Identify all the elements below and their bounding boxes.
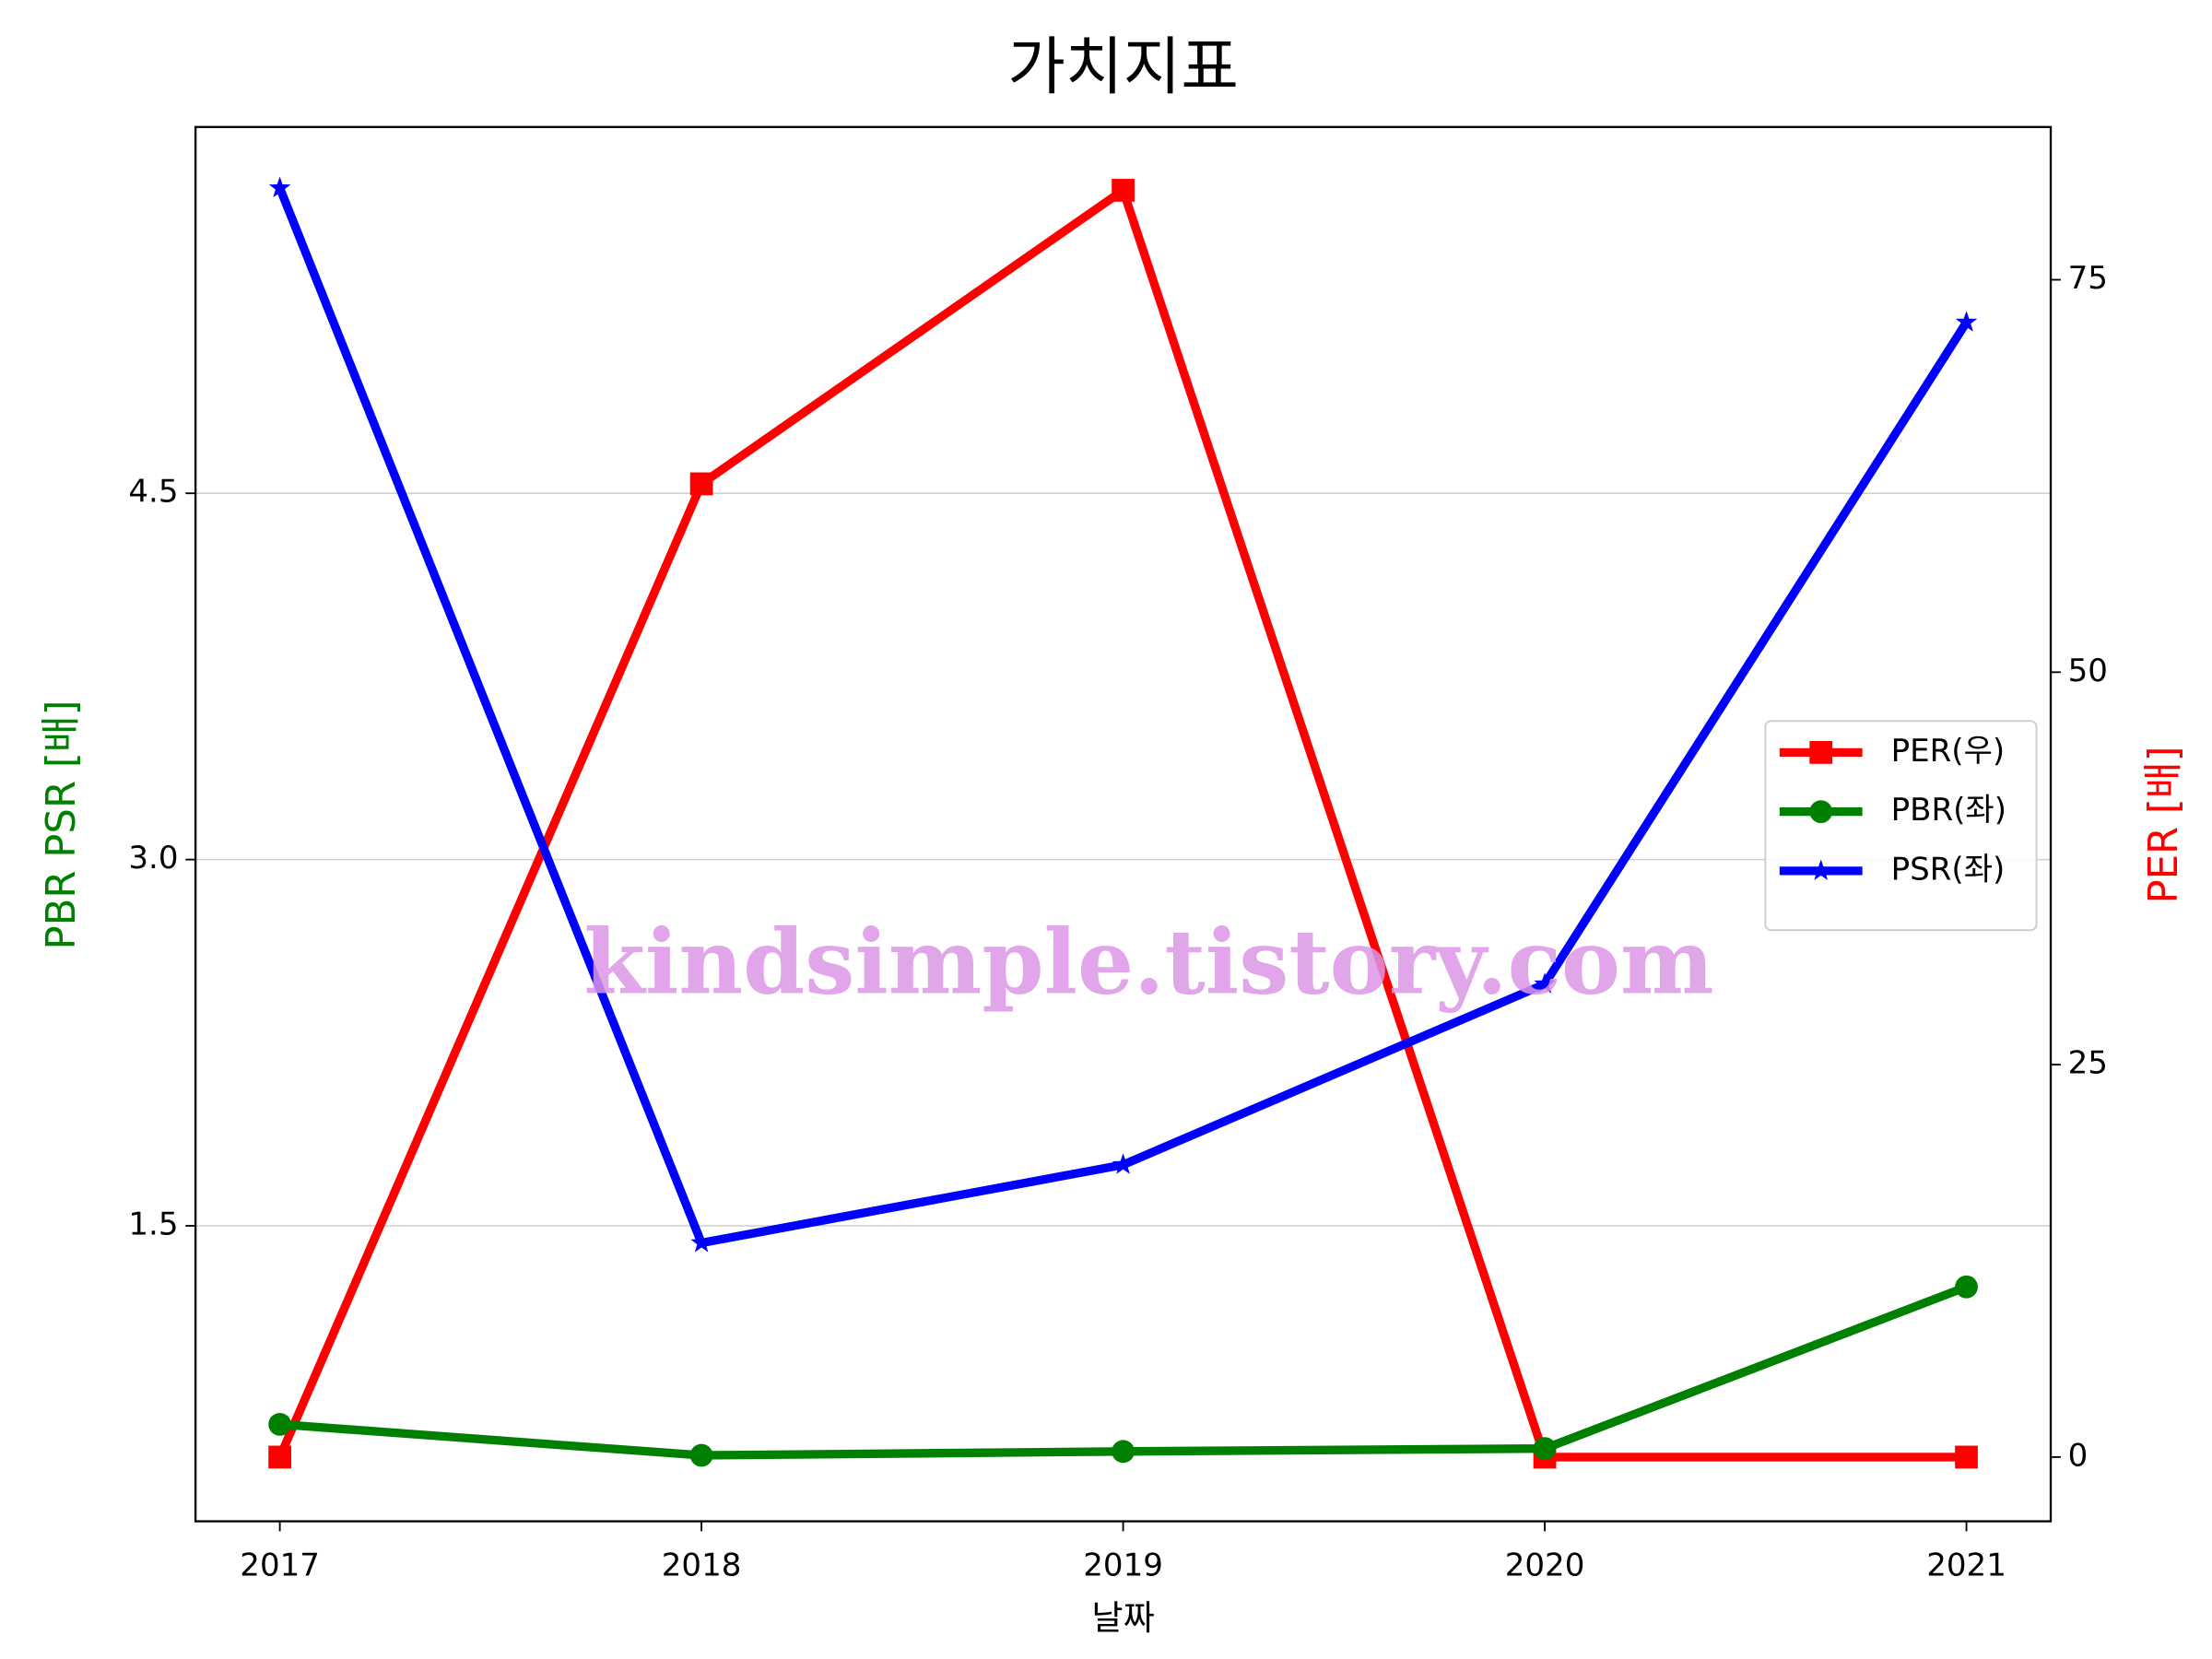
marker xyxy=(1809,859,1832,880)
marker xyxy=(1112,1440,1135,1464)
y-tick-label: 1.5 xyxy=(128,1206,178,1243)
chart-title: 가치지표 xyxy=(1007,31,1239,104)
marker xyxy=(689,1443,713,1467)
marker xyxy=(268,1413,292,1436)
legend: PER(우) PBR(좌) PSR(좌) xyxy=(1764,720,2038,932)
x-tick-label: 2021 xyxy=(1926,1547,2006,1584)
marker xyxy=(268,176,291,198)
y2-tick-label: 0 xyxy=(2068,1437,2088,1474)
plot-frame xyxy=(194,125,2053,1523)
marker xyxy=(690,1231,712,1253)
legend-label: PBR(좌) xyxy=(1891,792,2006,829)
y2-tick-label: 75 xyxy=(2068,260,2108,297)
x-axis-label: 날짜 xyxy=(1091,1598,1154,1638)
legend-box xyxy=(1764,720,2038,932)
marker xyxy=(1534,972,1556,994)
y-axis-label: PBR PSR [배] xyxy=(39,700,85,949)
marker xyxy=(1955,1445,1978,1469)
watermark: kindsimple.tistory.com xyxy=(583,911,1713,1015)
marker xyxy=(1955,1275,1978,1299)
marker xyxy=(1112,1153,1135,1174)
marker xyxy=(268,1445,292,1469)
y-tick-label: 4.5 xyxy=(128,474,178,511)
marker xyxy=(1533,1437,1557,1461)
marker xyxy=(1955,311,1978,332)
y2-tick-label: 50 xyxy=(2068,653,2108,689)
marker xyxy=(1809,800,1833,824)
legend-label: PSR(좌) xyxy=(1891,851,2006,888)
x-tick-label: 2019 xyxy=(1083,1547,1163,1584)
y-tick-label: 3.0 xyxy=(128,840,178,877)
marker xyxy=(1809,741,1833,764)
x-tick-label: 2018 xyxy=(662,1547,742,1584)
y2-axis-label: PER [배] xyxy=(2141,746,2187,903)
legend-label: PER(우) xyxy=(1891,733,2006,770)
marker xyxy=(689,472,713,496)
x-tick-label: 2020 xyxy=(1505,1547,1585,1584)
marker xyxy=(1112,179,1135,202)
y2-tick-label: 25 xyxy=(2068,1045,2108,1082)
x-tick-label: 2017 xyxy=(240,1547,320,1584)
